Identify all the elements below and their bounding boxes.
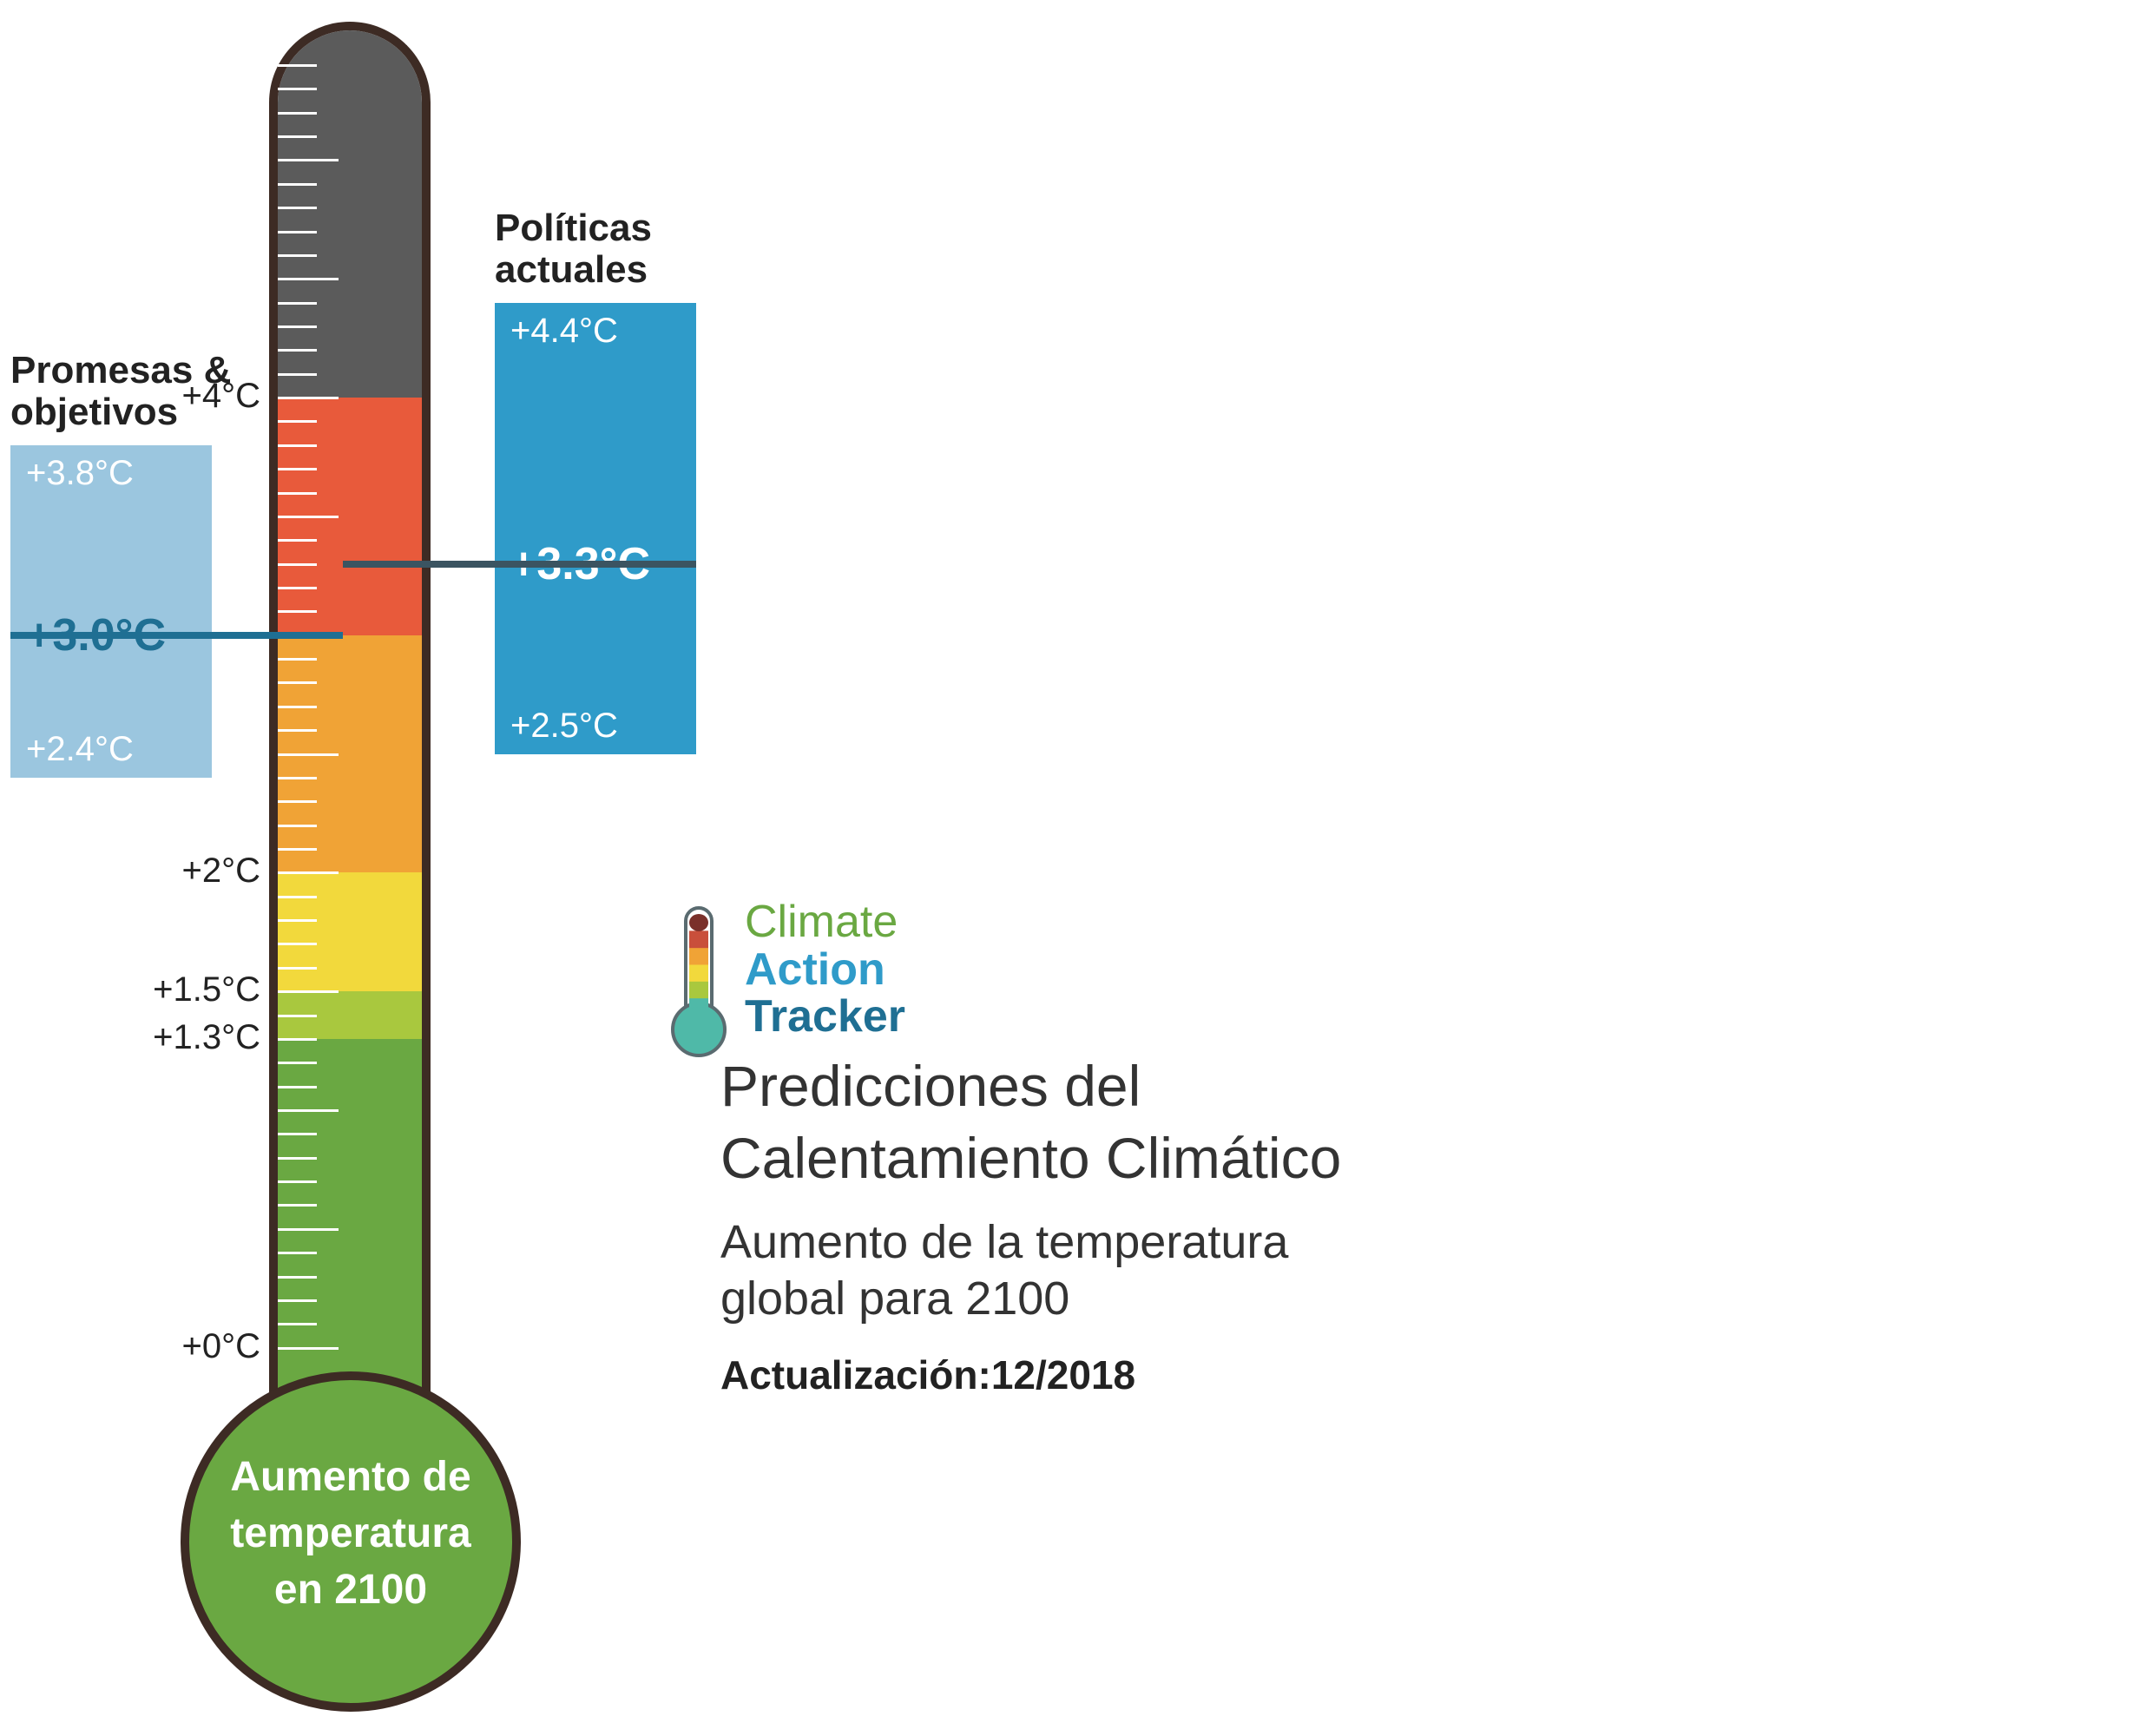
title-block: Predicciones delCalentamiento Climático … <box>720 1050 1341 1398</box>
axis-label: +1.3°C <box>87 1018 260 1057</box>
update-line: Actualización:12/2018 <box>720 1351 1341 1398</box>
update-label: Actualización: <box>720 1352 991 1397</box>
policies-top-value: +4.4°C <box>510 312 712 351</box>
update-value: 12/2018 <box>991 1352 1135 1397</box>
axis-label: +1.5°C <box>87 970 260 1009</box>
logo-thermometer-icon <box>668 904 729 1060</box>
pledges-bottom-value: +2.4°C <box>26 730 227 769</box>
policies-bottom-value: +2.5°C <box>510 707 712 746</box>
policies-connector-line <box>343 561 696 568</box>
main-title: Predicciones delCalentamiento Climático <box>720 1050 1341 1194</box>
pledges-top-value: +3.8°C <box>26 454 227 493</box>
logo-line-3: Tracker <box>745 993 905 1041</box>
logo-text: Climate Action Tracker <box>745 898 905 1041</box>
pledges-title: Promesas &objetivos <box>10 350 231 434</box>
policies-title: Políticasactuales <box>495 207 652 292</box>
thermometer-ticks <box>278 30 422 1454</box>
pledges-range-box: +3.8°C +3.0°C +2.4°C <box>10 445 212 778</box>
subtitle: Aumento de la temperaturaglobal para 210… <box>720 1214 1341 1327</box>
canvas: Aumento detemperaturaen 2100 +0°C +1.3°C +… <box>0 0 2144 1736</box>
thermometer-bulb-label: Aumento detemperaturaen 2100 <box>181 1450 521 1618</box>
logo-line-2: Action <box>745 946 905 994</box>
axis-label: +0°C <box>87 1327 260 1366</box>
logo-line-1: Climate <box>745 898 905 946</box>
policies-range-box: +4.4°C +3.3°C +2.5°C <box>495 303 696 754</box>
axis-label: +2°C <box>87 852 260 891</box>
pledges-connector-line <box>10 632 343 639</box>
